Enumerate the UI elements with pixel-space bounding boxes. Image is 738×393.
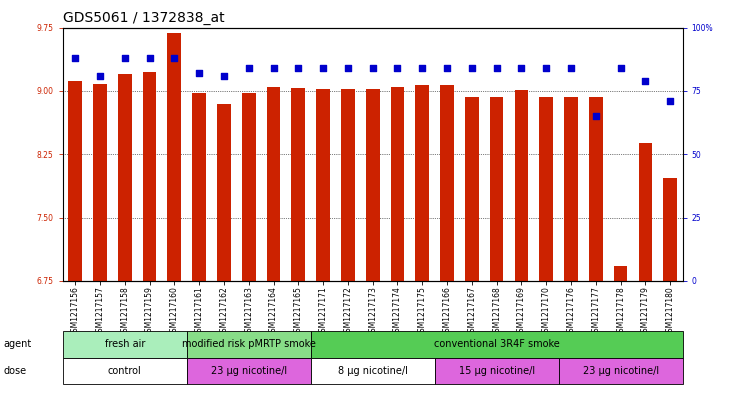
- Bar: [366, 89, 379, 281]
- Bar: [217, 104, 231, 281]
- Text: conventional 3R4F smoke: conventional 3R4F smoke: [434, 339, 559, 349]
- Point: [491, 65, 503, 71]
- Point: [69, 55, 81, 61]
- Point: [615, 65, 627, 71]
- Point: [94, 73, 106, 79]
- Point: [466, 65, 477, 71]
- Bar: [168, 33, 181, 281]
- Bar: [539, 97, 553, 281]
- Text: fresh air: fresh air: [105, 339, 145, 349]
- Bar: [341, 89, 355, 281]
- Point: [540, 65, 552, 71]
- Point: [516, 65, 528, 71]
- Bar: [242, 93, 255, 281]
- Text: dose: dose: [4, 366, 27, 376]
- Text: control: control: [108, 366, 142, 376]
- Bar: [441, 85, 454, 281]
- Bar: [317, 89, 330, 281]
- Bar: [465, 97, 479, 281]
- Point: [268, 65, 280, 71]
- Point: [193, 70, 205, 76]
- Point: [317, 65, 329, 71]
- Bar: [589, 97, 603, 281]
- Bar: [69, 81, 82, 281]
- Point: [243, 65, 255, 71]
- Text: 15 μg nicotine/l: 15 μg nicotine/l: [458, 366, 535, 376]
- Point: [144, 55, 156, 61]
- Point: [416, 65, 428, 71]
- Bar: [142, 72, 156, 281]
- Point: [168, 55, 180, 61]
- Bar: [638, 143, 652, 281]
- Point: [292, 65, 304, 71]
- Bar: [193, 93, 206, 281]
- Text: 8 μg nicotine/l: 8 μg nicotine/l: [338, 366, 407, 376]
- Point: [441, 65, 453, 71]
- Bar: [514, 90, 528, 281]
- Bar: [118, 74, 131, 281]
- Bar: [415, 85, 429, 281]
- Bar: [390, 87, 404, 281]
- Bar: [565, 97, 578, 281]
- Point: [590, 113, 601, 119]
- Point: [664, 98, 676, 104]
- Bar: [93, 84, 107, 281]
- Point: [565, 65, 577, 71]
- Point: [367, 65, 379, 71]
- Point: [392, 65, 404, 71]
- Bar: [614, 266, 627, 281]
- Bar: [663, 178, 677, 281]
- Bar: [292, 88, 305, 281]
- Text: agent: agent: [4, 339, 32, 349]
- Point: [119, 55, 131, 61]
- Text: 23 μg nicotine/l: 23 μg nicotine/l: [582, 366, 659, 376]
- Text: modified risk pMRTP smoke: modified risk pMRTP smoke: [182, 339, 316, 349]
- Text: 23 μg nicotine/l: 23 μg nicotine/l: [210, 366, 287, 376]
- Point: [218, 73, 230, 79]
- Bar: [490, 97, 503, 281]
- Text: GDS5061 / 1372838_at: GDS5061 / 1372838_at: [63, 11, 224, 25]
- Bar: [266, 87, 280, 281]
- Point: [342, 65, 354, 71]
- Point: [640, 77, 652, 84]
